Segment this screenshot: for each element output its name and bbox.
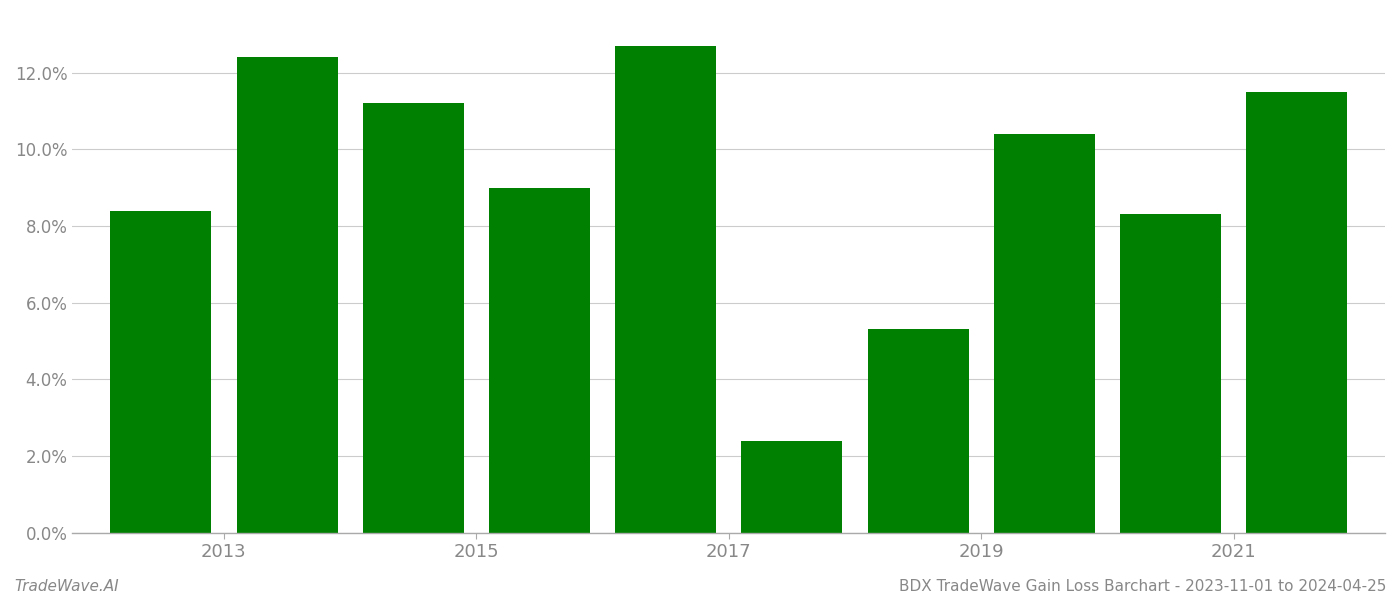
Bar — [615, 46, 717, 533]
Bar — [237, 57, 337, 533]
Bar — [868, 329, 969, 533]
Bar — [363, 103, 463, 533]
Bar — [1120, 214, 1221, 533]
Bar — [742, 440, 843, 533]
Text: BDX TradeWave Gain Loss Barchart - 2023-11-01 to 2024-04-25: BDX TradeWave Gain Loss Barchart - 2023-… — [899, 579, 1386, 594]
Bar — [994, 134, 1095, 533]
Bar — [111, 211, 211, 533]
Text: TradeWave.AI: TradeWave.AI — [14, 579, 119, 594]
Bar — [1246, 92, 1347, 533]
Bar — [489, 188, 589, 533]
